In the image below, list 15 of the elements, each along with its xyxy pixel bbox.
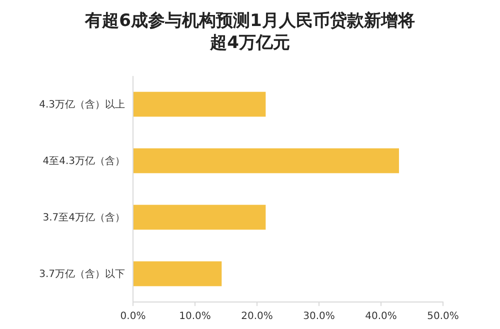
chart-title: 有超6成参与机构预测1月人民币贷款新增将超4万亿元 xyxy=(84,11,415,53)
y-tick-label: 4.3万亿（含）以上 xyxy=(39,98,125,110)
x-tick-label: 20.0% xyxy=(241,311,273,322)
x-tick-label: 30.0% xyxy=(303,311,335,322)
x-tick-label: 50.0% xyxy=(427,311,459,322)
x-tick-label: 10.0% xyxy=(179,311,211,322)
bar xyxy=(133,92,266,117)
y-tick-label: 3.7万亿（含）以下 xyxy=(39,268,125,280)
bar xyxy=(133,261,222,286)
bar xyxy=(133,148,399,174)
bar xyxy=(133,204,266,230)
x-tick-label: 0.0% xyxy=(120,311,146,322)
x-tick-label: 40.0% xyxy=(365,311,397,322)
y-tick-label: 4至4.3万亿（含） xyxy=(42,154,125,167)
y-tick-label: 3.7至4万亿（含） xyxy=(42,211,125,224)
